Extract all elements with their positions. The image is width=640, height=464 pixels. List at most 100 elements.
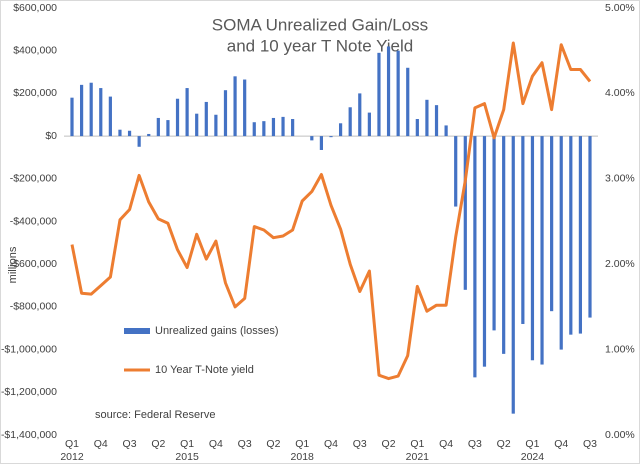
x-tick-label: Q3: [583, 438, 597, 450]
bar: [118, 129, 122, 137]
y-tick-label: -$200,000: [10, 173, 57, 185]
bar: [166, 120, 170, 137]
bar: [377, 52, 381, 137]
bar: [271, 117, 276, 137]
y2-tick-label: 0.00%: [605, 429, 635, 441]
x-tick-label: Q3: [468, 438, 482, 450]
x-tick-label: Q4: [439, 438, 453, 450]
y-tick-label: $400,000: [13, 44, 57, 56]
x-tick-label: Q4: [324, 438, 338, 450]
x-tick-label: Q1: [410, 438, 424, 450]
bar: [406, 67, 410, 137]
bar: [137, 136, 141, 147]
y-axis-title: millions: [7, 246, 19, 283]
x-tick-label: Q2: [151, 438, 165, 450]
bar: [434, 105, 439, 137]
bar: [310, 136, 314, 141]
y2-tick-label: 2.00%: [605, 258, 635, 270]
bar: [511, 136, 515, 414]
legend-label: Unrealized gains (losses): [155, 325, 279, 337]
y-tick-label: $200,000: [13, 87, 57, 99]
x-tick-label: Q3: [238, 438, 252, 450]
bar: [396, 50, 400, 137]
x-tick-label: Q3: [123, 438, 137, 450]
x-tick-label: Q4: [209, 438, 223, 450]
x-tick-label: Q1: [525, 438, 539, 450]
bar: [425, 99, 429, 137]
y-tick-label: -$1,000,000: [1, 343, 57, 355]
x-tick-label: Q1: [65, 438, 79, 450]
bar: [521, 136, 525, 324]
x-tick-label: Q4: [554, 438, 568, 450]
y-tick-label: -$400,000: [10, 215, 57, 227]
bar: [588, 136, 592, 318]
bar: [108, 96, 112, 137]
x-group-label: 2021: [406, 451, 430, 463]
bar: [338, 123, 343, 137]
bar: [243, 79, 247, 137]
x-group-label: 2018: [291, 451, 315, 463]
x-group-label: 2024: [521, 451, 545, 463]
bar: [70, 97, 74, 137]
x-tick-label: Q2: [382, 438, 396, 450]
legend-label: 10 Year T-Note yield: [155, 364, 254, 376]
bar: [569, 136, 573, 335]
x-tick-label: Q1: [180, 438, 194, 450]
chart-title: and 10 year T Note Yield: [227, 36, 414, 55]
bar: [89, 82, 93, 137]
bar: [214, 114, 218, 137]
y-tick-label: $0: [45, 130, 57, 142]
y2-tick-label: 5.00%: [605, 2, 635, 14]
bar: [454, 136, 458, 207]
y-tick-label: $600,000: [13, 2, 57, 14]
y-tick-label: -$1,400,000: [1, 429, 57, 441]
y2-tick-label: 4.00%: [605, 87, 635, 99]
y-tick-label: -$600,000: [10, 258, 57, 270]
bar: [319, 136, 324, 150]
bar: [444, 125, 448, 137]
y2-tick-label: 1.00%: [605, 343, 635, 355]
bar: [473, 136, 477, 378]
bar: [348, 107, 352, 137]
bar: [252, 122, 256, 137]
line: [70, 41, 592, 381]
bar: [367, 112, 371, 137]
bar: [415, 119, 419, 137]
bar: [185, 88, 189, 137]
x-tick-label: Q3: [353, 438, 367, 450]
bar: [204, 101, 208, 137]
bar: [386, 46, 391, 137]
bar: [99, 88, 103, 137]
x-group-label: 2012: [60, 451, 84, 463]
bar: [540, 136, 544, 365]
bar: [281, 116, 285, 137]
bar: [195, 113, 199, 137]
x-tick-label: Q2: [497, 438, 511, 450]
bar: [578, 136, 583, 334]
bar: [550, 136, 554, 312]
y-tick-label: -$800,000: [10, 301, 57, 313]
chart-title: SOMA Unrealized Gain/Loss: [212, 15, 428, 34]
bar: [156, 117, 160, 137]
bar: [530, 136, 535, 361]
legend-swatch: [124, 328, 150, 334]
bar: [559, 136, 563, 350]
x-tick-label: Q2: [266, 438, 280, 450]
bar: [291, 119, 295, 137]
bar: [127, 130, 132, 137]
bar: [262, 121, 266, 137]
bar: [502, 136, 506, 354]
x-tick-label: Q4: [94, 438, 108, 450]
x-tick-label: Q1: [295, 438, 309, 450]
y2-tick-label: 3.00%: [605, 173, 635, 185]
bar: [147, 133, 151, 137]
bar: [223, 90, 228, 137]
bar: [233, 76, 237, 137]
bar: [492, 136, 496, 331]
bar: [482, 136, 487, 367]
y-tick-label: -$1,200,000: [1, 386, 57, 398]
bar: [79, 84, 84, 137]
bar: [463, 136, 467, 290]
bar: [329, 136, 333, 138]
